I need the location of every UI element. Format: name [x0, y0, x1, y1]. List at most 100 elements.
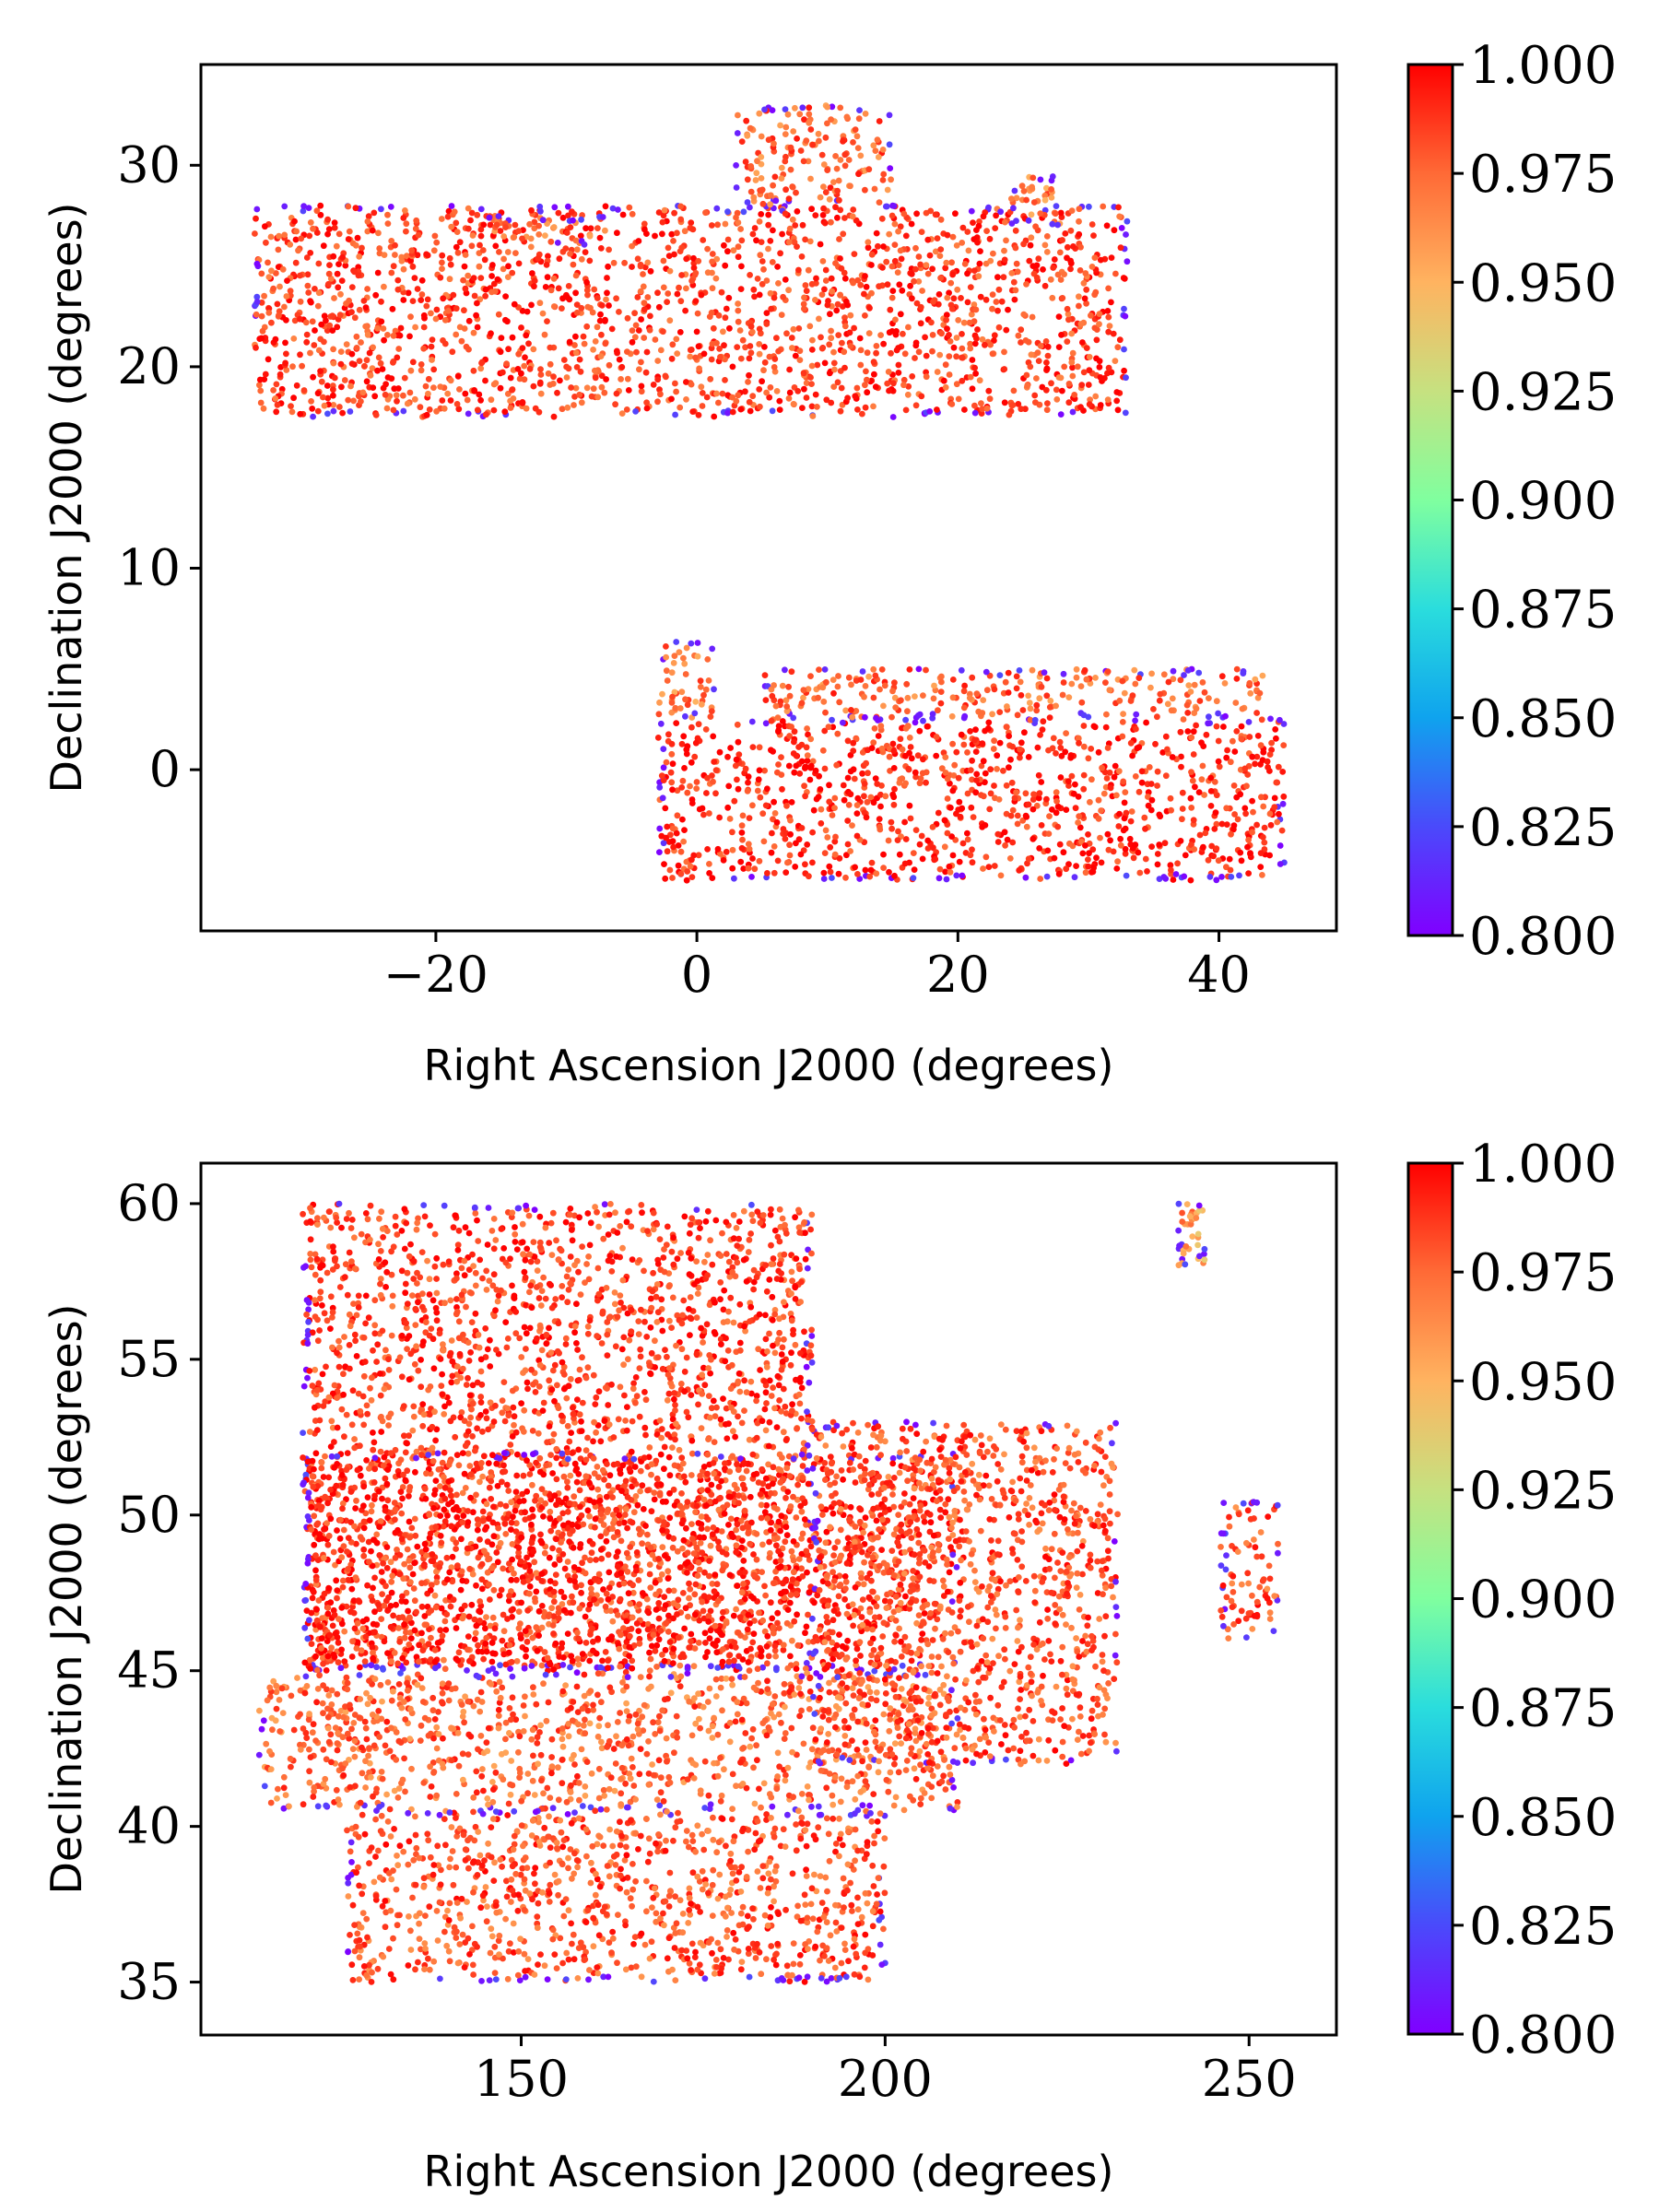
- top-scatter-point: [660, 840, 667, 847]
- top-scatter-point: [756, 110, 763, 117]
- bottom-scatter-point: [426, 1291, 433, 1298]
- top-scatter-point: [1073, 863, 1079, 869]
- top-scatter-point: [276, 283, 283, 290]
- top-scatter-point: [715, 399, 722, 406]
- top-scatter-point: [363, 378, 371, 385]
- top-scatter-point: [841, 364, 848, 371]
- top-scatter-point: [633, 348, 640, 356]
- top-scatter-point: [330, 407, 337, 415]
- bottom-scatter-point: [529, 1512, 536, 1520]
- bottom-scatter-point: [485, 1460, 492, 1466]
- top-scatter-point: [1188, 805, 1195, 811]
- top-scatter-point: [1277, 842, 1284, 849]
- top-scatter-point: [828, 218, 834, 226]
- top-scatter-point: [441, 405, 448, 412]
- top-scatter-point: [504, 390, 512, 397]
- top-scatter-point: [1201, 792, 1207, 798]
- top-scatter-point: [273, 270, 279, 276]
- top-scatter-point: [1087, 396, 1093, 403]
- top-scatter-point: [982, 341, 988, 348]
- top-scatter-point: [1121, 346, 1127, 353]
- top-scatter-point: [853, 133, 861, 140]
- top-scatter-point: [802, 282, 809, 288]
- top-scatter-point: [851, 324, 857, 332]
- top-scatter-point: [960, 704, 968, 712]
- top-scatter-point: [403, 220, 410, 228]
- bottom-scatter-point: [341, 1658, 348, 1665]
- top-scatter-point: [888, 263, 896, 270]
- top-scatter-point: [1259, 672, 1266, 679]
- top-scatter-point: [1091, 254, 1099, 261]
- top-scatter-point: [342, 262, 349, 269]
- top-scatter-point: [862, 186, 868, 194]
- top-scatter-point: [809, 859, 816, 866]
- bottom-scatter-point: [635, 1318, 642, 1324]
- top-scatter-point: [702, 726, 710, 733]
- top-scatter-point: [778, 164, 785, 171]
- top-scatter-point: [635, 238, 642, 244]
- top-scatter-point: [917, 303, 924, 311]
- bottom-scatter-point: [367, 1202, 374, 1209]
- bottom-scatter-point: [628, 1448, 635, 1455]
- top-scatter-point: [1008, 220, 1016, 227]
- top-scatter-point: [816, 315, 822, 323]
- top-scatter-point: [276, 312, 282, 319]
- top-scatter-point: [1046, 714, 1053, 721]
- top-scatter-point: [411, 275, 418, 281]
- top-scatter-point: [865, 330, 873, 336]
- top-scatter-point: [559, 214, 567, 221]
- top-scatter-point: [834, 187, 841, 194]
- top-scatter-point: [767, 238, 774, 244]
- top-scatter-point: [862, 866, 869, 874]
- top-scatter-point: [699, 390, 706, 396]
- top-scatter-point: [724, 409, 731, 417]
- top-scatter-point: [770, 227, 776, 234]
- top-scatter-point: [947, 868, 954, 876]
- bottom-scatter-point: [369, 1501, 375, 1509]
- bottom-scatter-point: [761, 1583, 768, 1590]
- bottom-scatter-point: [467, 1414, 474, 1421]
- bottom-scatter-point: [560, 1371, 568, 1378]
- bottom-scatter-point: [738, 1544, 746, 1551]
- top-scatter-point: [453, 229, 461, 236]
- top-scatter-point: [956, 858, 963, 865]
- top-scatter-point: [971, 267, 978, 274]
- top-scatter-point: [877, 723, 885, 730]
- top-scatter-point: [915, 665, 923, 673]
- top-scatter-point: [650, 382, 657, 388]
- top-scatter-point: [596, 317, 604, 324]
- top-scatter-point: [1117, 244, 1124, 252]
- top-scatter-point: [1043, 233, 1051, 240]
- top-scatter-point: [920, 717, 926, 724]
- top-scatter-point: [440, 295, 447, 302]
- top-scatter-point: [912, 693, 918, 700]
- bottom-scatter-point: [360, 1552, 368, 1559]
- top-scatter-point: [684, 868, 691, 875]
- top-scatter-point: [711, 413, 718, 420]
- top-scatter-point: [949, 233, 957, 241]
- top-scatter-point: [458, 337, 465, 345]
- top-scatter-point: [746, 371, 752, 379]
- top-scatter-point: [535, 222, 542, 229]
- top-scatter-point: [749, 230, 757, 238]
- top-scatter-point: [724, 753, 731, 760]
- top-scatter-point: [840, 303, 846, 310]
- bottom-scatter-point: [665, 1390, 673, 1397]
- top-scatter-point: [643, 405, 651, 412]
- top-scatter-point: [722, 262, 729, 269]
- top-scatter-point: [900, 210, 908, 218]
- top-scatter-point: [664, 299, 670, 305]
- top-scatter-point: [785, 195, 793, 203]
- top-scatter-point: [720, 328, 726, 335]
- top-scatter-point: [1078, 699, 1086, 706]
- bottom-scatter-point: [389, 1292, 396, 1300]
- top-scatter-point: [1092, 288, 1100, 296]
- top-scatter-point: [960, 688, 968, 695]
- top-scatter-point: [749, 802, 756, 809]
- bottom-scatter-point: [793, 1580, 800, 1587]
- top-scatter-point: [515, 260, 523, 267]
- top-scatter-point: [831, 805, 838, 811]
- bottom-scatter-point: [472, 1269, 479, 1277]
- top-scatter-point: [1060, 679, 1067, 686]
- top-scatter-point: [806, 111, 813, 118]
